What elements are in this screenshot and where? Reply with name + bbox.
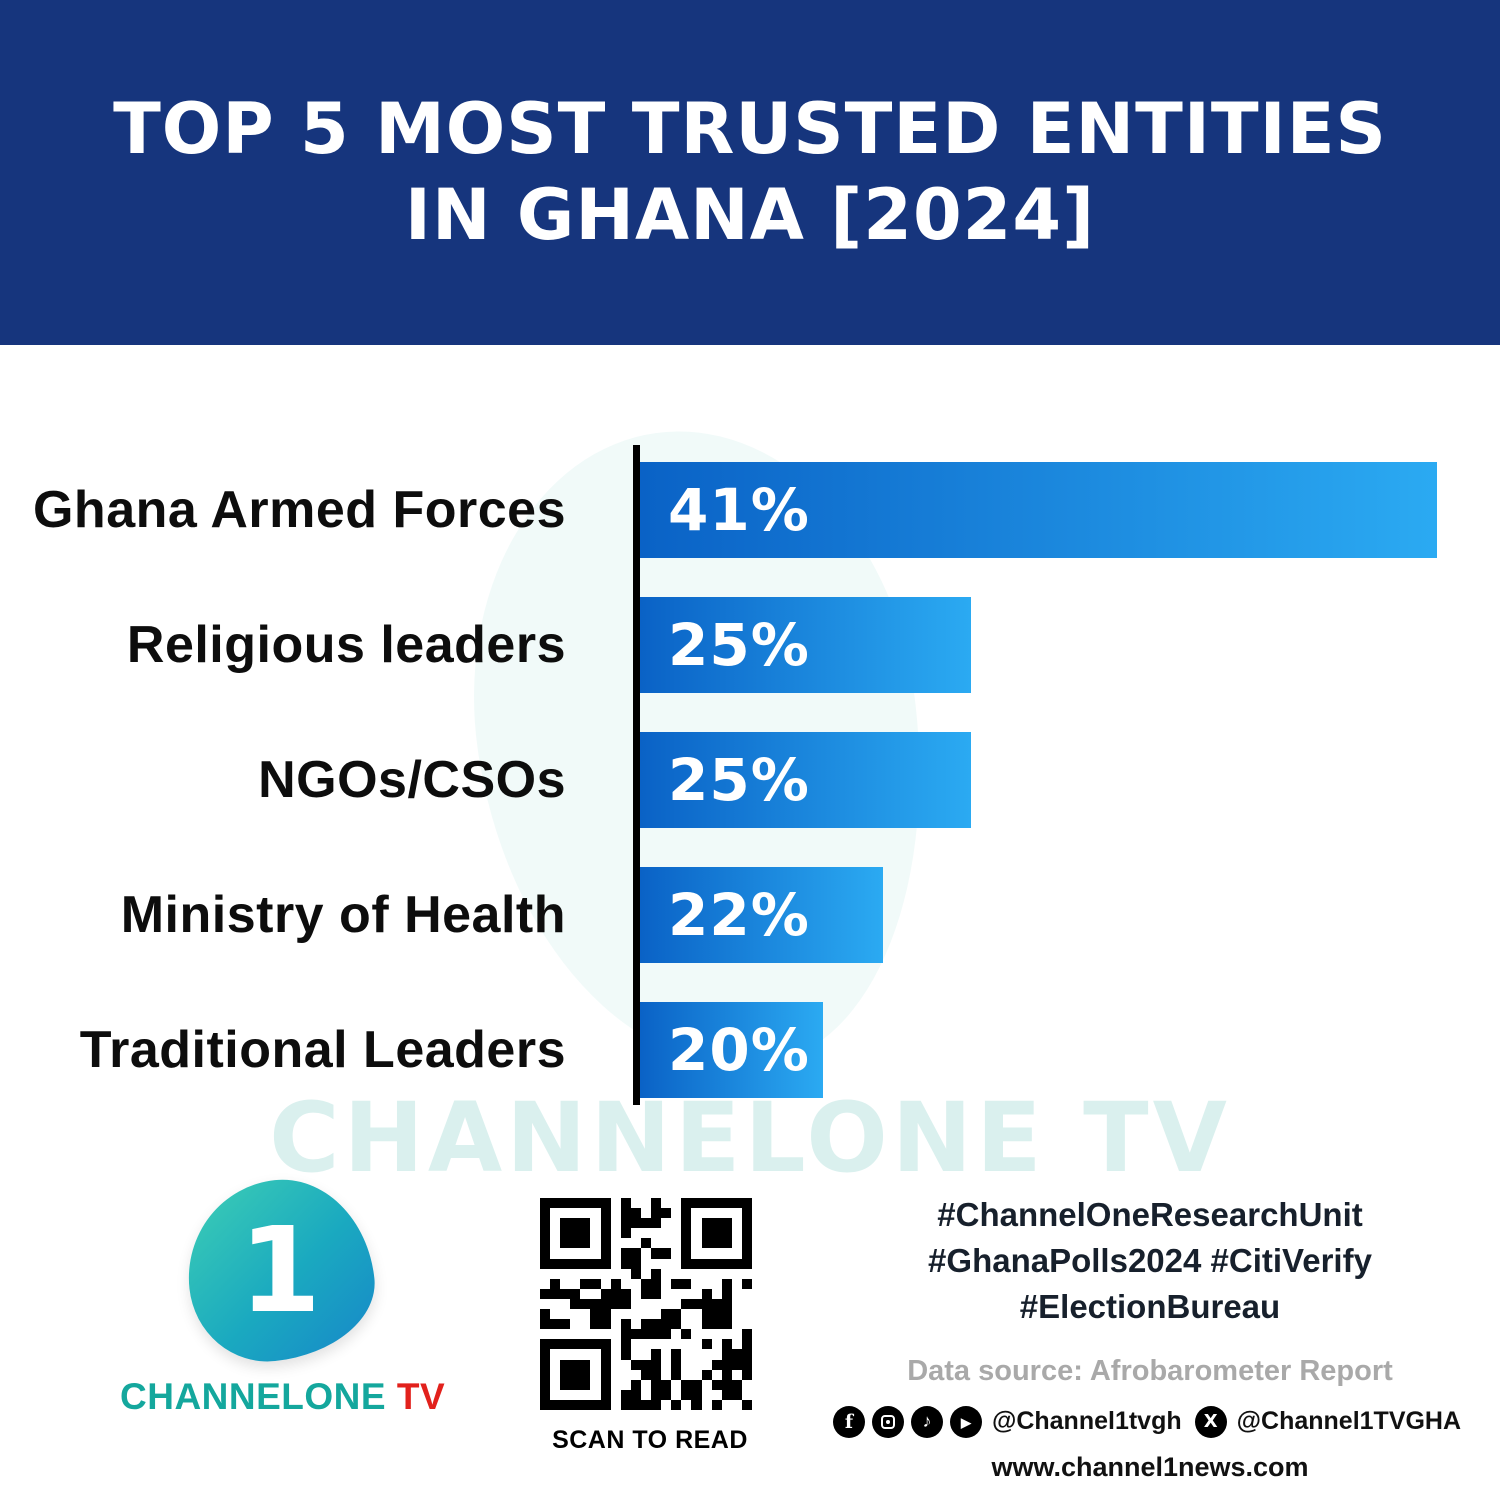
footer: 1 CHANNELONE TV SCAN TO READ #ChannelOne… [0,1170,1500,1500]
bar-row-ghana-armed-forces: Ghana Armed Forces 41% [0,462,1500,558]
social-handle-x: @Channel1TVGHA [1236,1407,1462,1436]
category-label: Religious leaders [126,616,566,674]
channel-one-logo: 1 CHANNELONE TV [120,1170,445,1418]
social-handle-primary: @Channel1tvgh [991,1407,1182,1436]
category-label: Ministry of Health [120,886,566,944]
tiktok-icon [910,1405,943,1438]
logo-wordmark-channelone: CHANNELONE [120,1376,387,1417]
logo-wordmark: CHANNELONE TV [120,1376,445,1418]
value-label: 41% [668,476,810,544]
logo-pick-icon: 1 [178,1170,382,1370]
bar-track: 22% [640,867,1437,963]
logo-numeral: 1 [238,1201,322,1340]
data-source: Data source: Afrobarometer Report [907,1354,1393,1387]
hashtags: #ChannelOneResearchUnit #GhanaPolls2024 … [860,1192,1440,1331]
category-label: NGOs/CSOs [258,751,566,809]
brand-watermark: CHANNELONE TV [269,1082,1231,1194]
category-label: Ghana Armed Forces [32,481,566,539]
value-label: 22% [668,881,810,949]
bar-row-religious-leaders: Religious leaders 25% [0,597,1500,693]
social-row: @Channel1tvgh @Channel1TVGHA [832,1405,1461,1438]
footer-meta: #ChannelOneResearchUnit #GhanaPolls2024 … [832,1192,1461,1483]
category-label: Traditional Leaders [79,1021,566,1079]
bar-track: 41% [640,462,1437,558]
logo-wordmark-tv: TV [386,1376,446,1417]
hashtag-line-3: #ElectionBureau [1019,1288,1281,1326]
bar-row-ministry-of-health: Ministry of Health 22% [0,867,1500,963]
bar-row-traditional-leaders: Traditional Leaders 20% [0,1002,1500,1098]
value-label: 25% [668,611,810,679]
bar-traditional-leaders: 20% [640,1002,824,1098]
hashtag-line-2: #GhanaPolls2024 #CitiVerify [928,1242,1372,1280]
bar-row-ngos-csos: NGOs/CSOs 25% [0,732,1500,828]
x-icon [1194,1405,1227,1438]
title-line-2: IN GHANA [2024] [404,173,1096,256]
bar-track: 25% [640,597,1437,693]
bar-ngos-csos: 25% [640,732,971,828]
website-url: www.channel1news.com [991,1451,1309,1482]
bar-religious-leaders: 25% [640,597,971,693]
youtube-icon [949,1405,982,1438]
qr-block: SCAN TO READ [540,1198,760,1455]
header-banner: TOP 5 MOST TRUSTED ENTITIES IN GHANA [20… [0,0,1500,345]
page-title: TOP 5 MOST TRUSTED ENTITIES IN GHANA [20… [113,87,1387,258]
hashtag-line-1: #ChannelOneResearchUnit [937,1196,1363,1233]
bar-track: 25% [640,732,1437,828]
facebook-icon [832,1405,865,1438]
bar-ministry-of-health: 22% [640,867,884,963]
bar-rows: Ghana Armed Forces 41% Religious leaders… [0,462,1500,1137]
bar-ghana-armed-forces: 41% [640,462,1437,558]
value-label: 20% [668,1016,810,1084]
qr-caption: SCAN TO READ [552,1426,748,1454]
chart-axis-line [633,445,640,1105]
title-line-1: TOP 5 MOST TRUSTED ENTITIES [113,88,1387,171]
instagram-icon [871,1405,904,1438]
value-label: 25% [668,746,810,814]
bar-track: 20% [640,1002,1437,1098]
qr-code [540,1198,752,1410]
